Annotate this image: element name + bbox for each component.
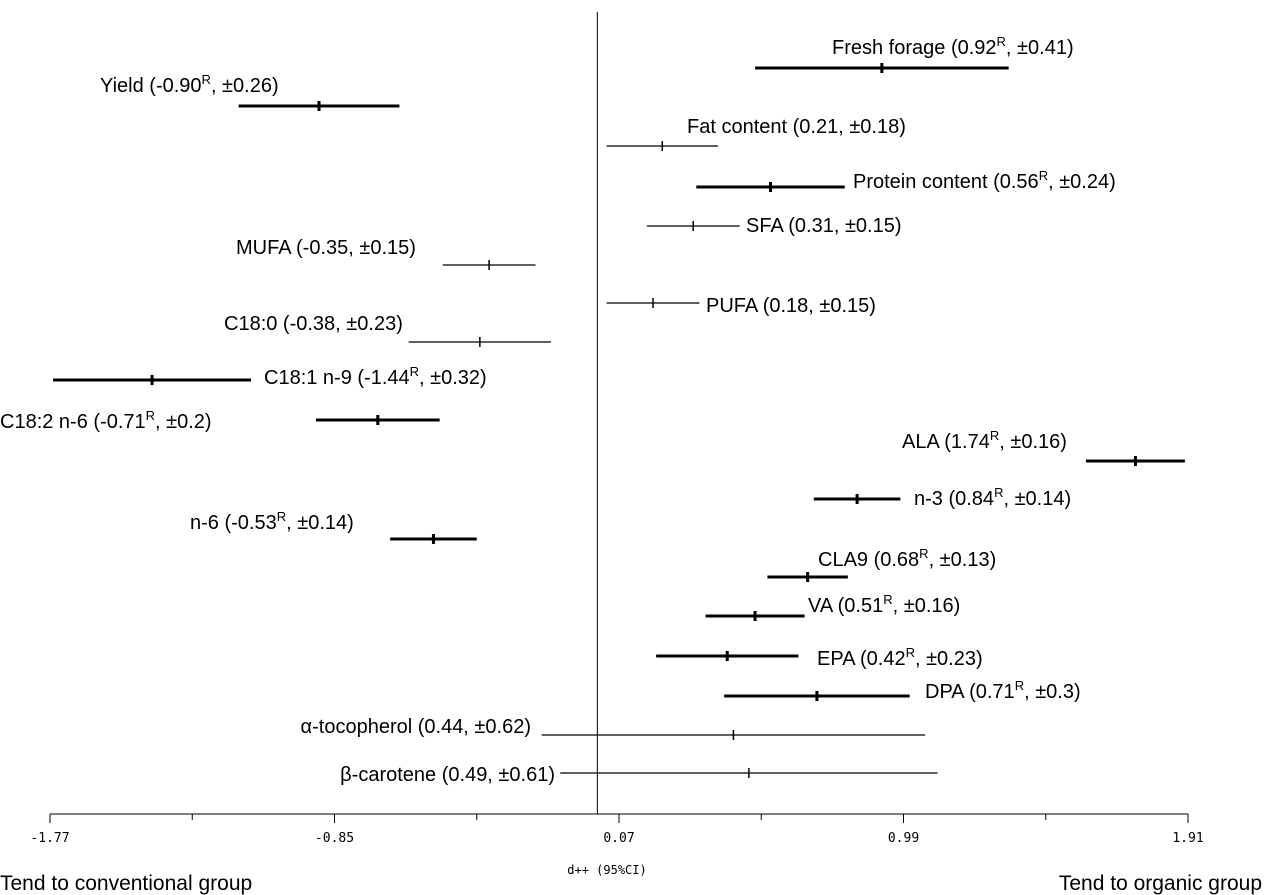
right-caption: Tend to organic group <box>1059 872 1262 895</box>
row-yield: Yield (-0.90R, ±0.26) <box>100 72 400 111</box>
row-label: ALA (1.74R, ±0.16) <box>902 428 1067 453</box>
row-n-6: n-6 (-0.53R, ±0.14) <box>190 509 477 544</box>
row-label: CLA9 (0.68R, ±0.13) <box>818 546 996 571</box>
row-cla9: CLA9 (0.68R, ±0.13) <box>767 546 996 582</box>
x-tick-label: -1.77 <box>30 831 69 846</box>
row-carotene: β-carotene (0.49, ±0.61) <box>340 764 938 786</box>
x-axis-label: d++ (95%CI) <box>567 863 646 877</box>
x-tick-label: 0.99 <box>888 831 919 846</box>
row-label: n-3 (0.84R, ±0.14) <box>914 485 1071 510</box>
row-label: Protein content (0.56R, ±0.24) <box>853 168 1116 193</box>
row-label: VA (0.51R, ±0.16) <box>808 592 960 617</box>
row-label: DPA (0.71R, ±0.3) <box>925 678 1081 703</box>
x-tick-label: -0.85 <box>315 831 354 846</box>
row-label: C18:0 (-0.38, ±0.23) <box>224 313 403 335</box>
row-label: n-6 (-0.53R, ±0.14) <box>190 509 354 534</box>
row-label: SFA (0.31, ±0.15) <box>746 215 902 237</box>
row-label: α-tocopherol (0.44, ±0.62) <box>301 716 531 738</box>
row-ala: ALA (1.74R, ±0.16) <box>902 428 1185 466</box>
effect-rows: Fresh forage (0.92R, ±0.41) Yield (-0.90R… <box>0 34 1185 786</box>
row-label: MUFA (-0.35, ±0.15) <box>236 237 416 259</box>
row-label: Fresh forage (0.92R, ±0.41) <box>832 34 1074 59</box>
row-protein-content: Protein content (0.56R, ±0.24) <box>696 168 1116 193</box>
row-label: EPA (0.42R, ±0.23) <box>817 645 983 670</box>
row-tocopherol: α-tocopherol (0.44, ±0.62) <box>301 716 926 740</box>
left-caption: Tend to conventional group <box>0 872 252 895</box>
row-n-3: n-3 (0.84R, ±0.14) <box>813 485 1071 510</box>
x-tick-label: 0.07 <box>603 831 634 846</box>
x-tick-label: 1.91 <box>1172 831 1203 846</box>
row-va: VA (0.51R, ±0.16) <box>705 592 960 621</box>
row-c18-0: C18:0 (-0.38, ±0.23) <box>224 313 551 347</box>
row-label: PUFA (0.18, ±0.15) <box>706 295 876 317</box>
row-dpa: DPA (0.71R, ±0.3) <box>724 678 1081 703</box>
row-label: C18:1 n-9 (-1.44R, ±0.32) <box>264 364 487 389</box>
x-axis-ticks: -1.77 -0.85 0.07 0.99 1.91 <box>30 814 1204 846</box>
row-sfa: SFA (0.31, ±0.15) <box>646 215 902 237</box>
row-fat-content: Fat content (0.21, ±0.18) <box>606 116 906 151</box>
row-c18-2-n-6: C18:2 n-6 (-0.71R, ±0.2) <box>0 408 440 433</box>
row-label: C18:2 n-6 (-0.71R, ±0.2) <box>0 408 212 433</box>
row-fresh-forage: Fresh forage (0.92R, ±0.41) <box>755 34 1074 73</box>
row-pufa: PUFA (0.18, ±0.15) <box>606 295 876 317</box>
row-label: Yield (-0.90R, ±0.26) <box>100 72 279 97</box>
row-c18-1-n-9: C18:1 n-9 (-1.44R, ±0.32) <box>53 364 487 389</box>
row-mufa: MUFA (-0.35, ±0.15) <box>236 237 536 270</box>
row-label: β-carotene (0.49, ±0.61) <box>340 764 555 786</box>
row-epa: EPA (0.42R, ±0.23) <box>656 645 983 670</box>
row-label: Fat content (0.21, ±0.18) <box>687 116 906 138</box>
